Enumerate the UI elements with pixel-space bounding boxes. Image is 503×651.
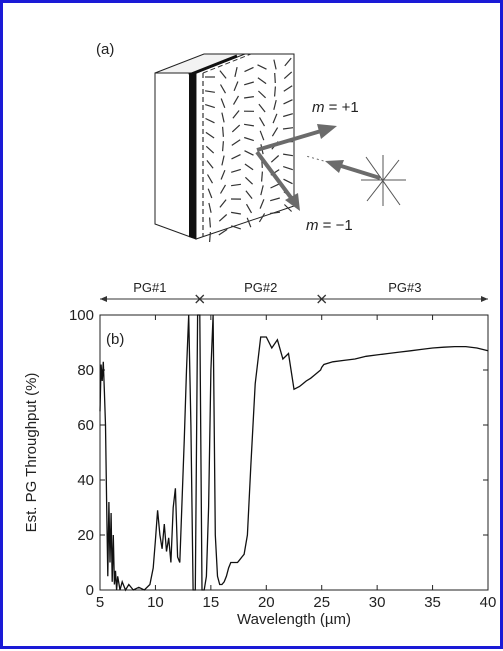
axis-ticks: 5 10 15 20 25 30 35 40 0 20 40 60 80 100 [69, 307, 496, 611]
y-tick-label: 0 [86, 582, 94, 599]
order-plus-value: = +1 [325, 99, 359, 116]
grating-range-indicators: PG#1 PG#2 PG#3 [100, 280, 488, 303]
order-minus-label: m = −1 [306, 217, 353, 234]
plot-frame [100, 315, 488, 590]
lc-director-mark [231, 226, 241, 229]
x-tick-label: 35 [424, 594, 441, 611]
lc-director-mark [223, 141, 224, 151]
x-tick-label: 40 [480, 594, 497, 611]
y-tick-label: 100 [69, 307, 94, 324]
throughput-series-line [100, 315, 488, 590]
lc-director-mark [210, 232, 211, 242]
range-label: PG#3 [388, 280, 421, 295]
range-arrowhead-left [100, 296, 107, 302]
range-arrowhead-right [481, 296, 488, 302]
order-minus-symbol: m [306, 217, 319, 234]
x-tick-label: 25 [313, 594, 330, 611]
y-tick-label: 40 [77, 472, 94, 489]
y-tick-label: 80 [77, 362, 94, 379]
y-tick-label: 20 [77, 527, 94, 544]
order-plus-beam-head [317, 124, 337, 139]
order-minus-value: = −1 [319, 217, 353, 234]
y-axis-label: Est. PG Throughput (%) [23, 373, 40, 533]
x-tick-label: 10 [147, 594, 164, 611]
figure-canvas: (a) [3, 3, 500, 646]
x-tick-label: 5 [96, 594, 104, 611]
lc-director-mark [275, 87, 276, 97]
y-tick-label: 60 [77, 417, 94, 434]
x-axis-label: Wavelength (µm) [237, 611, 351, 628]
x-tick-label: 30 [369, 594, 386, 611]
polarization-symbol [361, 155, 406, 206]
panel-a-illustration: (a) [96, 41, 406, 242]
order-plus-symbol: m [312, 99, 325, 116]
lc-director-mark [262, 172, 263, 182]
panel-b-label: (b) [106, 331, 124, 348]
lc-director-mark [223, 127, 224, 137]
x-tick-label: 15 [203, 594, 220, 611]
panel-a-label: (a) [96, 41, 114, 58]
order-plus-label: m = +1 [312, 99, 359, 116]
lc-director-mark [210, 218, 211, 228]
incident-beam-arrow [338, 165, 380, 178]
panel-b-chart: PG#1 PG#2 PG#3 5 10 15 20 25 30 35 40 0 20 40 60 80 100… [23, 280, 496, 628]
range-label: PG#2 [244, 280, 277, 295]
lc-director-mark [275, 73, 276, 83]
grating-substrate-layer [189, 73, 196, 239]
x-tick-label: 20 [258, 594, 275, 611]
range-label: PG#1 [133, 280, 166, 295]
